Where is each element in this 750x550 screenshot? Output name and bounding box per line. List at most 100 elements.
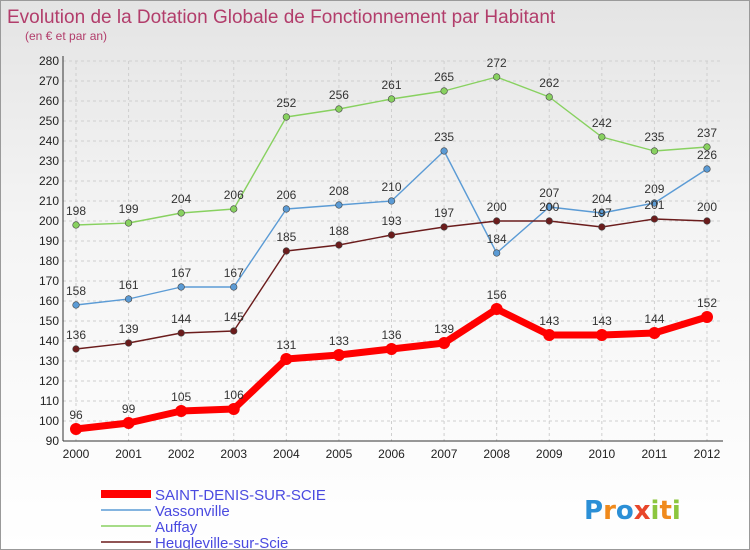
- data-label: 145: [224, 310, 244, 324]
- data-point: [490, 303, 503, 315]
- data-label: 152: [697, 296, 717, 310]
- data-point: [72, 221, 80, 229]
- data-label: 131: [276, 338, 296, 352]
- data-label: 136: [66, 328, 86, 342]
- y-tick-label: 150: [39, 314, 59, 328]
- data-label: 167: [171, 266, 191, 280]
- data-label: 105: [171, 390, 191, 404]
- data-point: [545, 93, 553, 101]
- data-point: [230, 205, 238, 213]
- legend-label: Auffay: [155, 519, 198, 536]
- y-tick-label: 100: [39, 414, 59, 428]
- legend-label: Heugleville-sur-Scie: [155, 535, 288, 549]
- data-label: 139: [119, 322, 139, 336]
- data-point: [70, 423, 82, 435]
- data-point: [177, 283, 185, 291]
- data-point: [72, 301, 80, 309]
- axes: 90 100 110 120 130 140 150 160 170 180 190 200 210 22…: [39, 54, 723, 461]
- data-label: 106: [224, 388, 244, 402]
- data-point: [282, 205, 290, 213]
- data-point: [72, 345, 80, 353]
- data-label: 156: [487, 288, 507, 302]
- data-point: [124, 339, 133, 347]
- data-point: [703, 143, 711, 151]
- x-tick-label: 2007: [431, 447, 458, 461]
- series-layer: [70, 73, 713, 435]
- legend-label: Vassonville: [155, 503, 230, 520]
- data-label: 185: [276, 230, 296, 244]
- x-tick-label: 2004: [273, 447, 300, 461]
- data-label: 198: [66, 204, 86, 218]
- data-label: 96: [69, 408, 83, 422]
- data-point: [332, 349, 345, 361]
- data-label: 143: [539, 314, 559, 328]
- data-label: 144: [171, 312, 191, 326]
- data-label: 167: [224, 266, 244, 280]
- data-point: [598, 209, 606, 217]
- chart-title: Evolution de la Dotation Globale de Fonc…: [7, 7, 556, 28]
- x-tick-label: 2009: [536, 447, 563, 461]
- data-label: 133: [329, 334, 349, 348]
- x-tick-label: 2001: [115, 447, 142, 461]
- data-point: [703, 165, 711, 173]
- data-point: [440, 223, 448, 231]
- data-label: 242: [592, 116, 612, 130]
- data-label: 235: [434, 130, 454, 144]
- x-tick-label: 2002: [168, 447, 195, 461]
- data-point: [648, 327, 661, 339]
- y-tick-label: 260: [39, 94, 59, 108]
- y-tick-label: 200: [39, 214, 59, 228]
- y-tick-label: 250: [39, 114, 59, 128]
- legend: SAINT-DENIS-SUR-SCIEVassonvilleAuffayHeu…: [101, 487, 326, 549]
- data-point: [650, 147, 659, 155]
- data-point: [440, 147, 448, 155]
- data-point: [335, 105, 343, 113]
- y-tick-label: 190: [39, 234, 59, 248]
- data-label: 207: [539, 186, 559, 200]
- y-tick-label: 160: [39, 294, 59, 308]
- y-tick-label: 240: [39, 134, 59, 148]
- data-point: [280, 353, 293, 365]
- data-label: 208: [329, 184, 349, 198]
- x-tick-label: 2000: [63, 447, 90, 461]
- data-label: 262: [539, 76, 559, 90]
- logo-text: Proxiti: [584, 496, 681, 526]
- data-point: [282, 247, 290, 255]
- data-label: 265: [434, 70, 454, 84]
- y-tick-label: 90: [46, 434, 60, 448]
- data-point: [545, 203, 553, 211]
- data-point: [122, 417, 135, 429]
- data-label: 143: [592, 314, 612, 328]
- data-point: [387, 95, 396, 103]
- y-tick-label: 130: [39, 354, 59, 368]
- data-label: 184: [487, 232, 507, 246]
- y-tick-label: 220: [39, 174, 59, 188]
- data-label: 193: [381, 214, 401, 228]
- chart-subtitle: (en € et par an): [25, 29, 107, 43]
- y-tick-label: 280: [39, 54, 59, 68]
- data-point: [124, 219, 133, 227]
- data-point: [543, 329, 556, 341]
- y-tick-label: 230: [39, 154, 59, 168]
- series-line: [75, 150, 708, 306]
- data-point: [387, 197, 396, 205]
- y-tick-label: 170: [39, 274, 59, 288]
- data-label: 206: [276, 188, 296, 202]
- proxiti-logo: Proxiti: [584, 496, 681, 526]
- data-label: 139: [434, 322, 454, 336]
- series-auffay: [72, 73, 711, 229]
- series-saint-denis-sur-scie: [70, 303, 713, 435]
- y-tick-label: 110: [40, 394, 59, 408]
- data-label: 201: [644, 198, 664, 212]
- data-point: [493, 73, 501, 81]
- data-point: [385, 343, 398, 355]
- data-label: 272: [487, 56, 507, 70]
- data-label: 226: [697, 148, 717, 162]
- data-point: [703, 217, 711, 225]
- data-point: [335, 201, 343, 209]
- data-label: 204: [171, 192, 191, 206]
- data-label: 206: [224, 188, 244, 202]
- data-label: 209: [644, 182, 664, 196]
